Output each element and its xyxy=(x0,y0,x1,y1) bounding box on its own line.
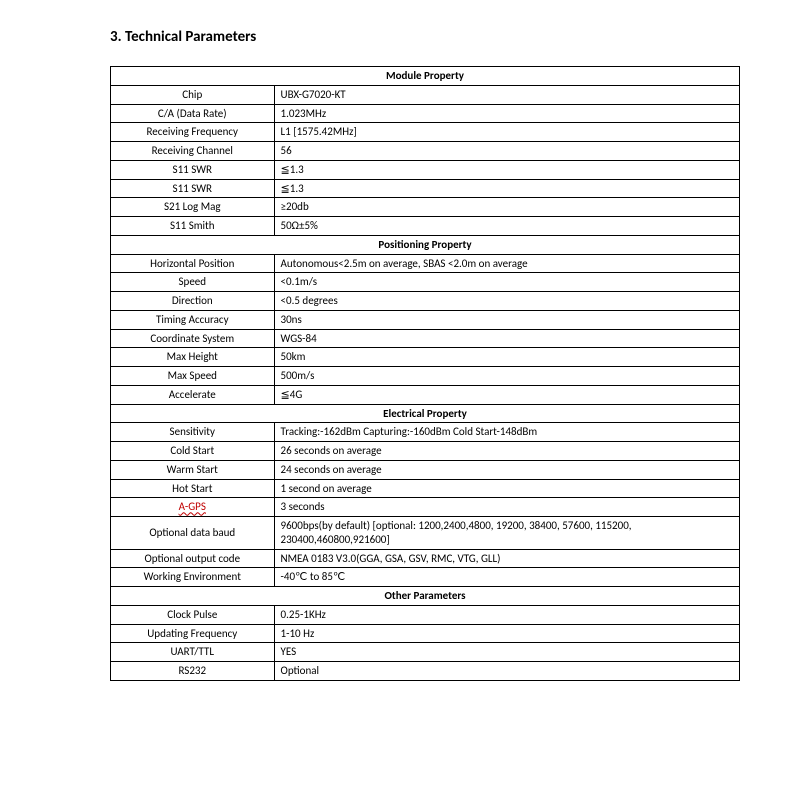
parameter-value: -40℃ to 85℃ xyxy=(274,568,739,587)
section-header: Module Property xyxy=(111,67,740,86)
parameter-label: Horizontal Position xyxy=(111,254,275,273)
parameter-label: Direction xyxy=(111,292,275,311)
parameter-label: C/A (Data Rate) xyxy=(111,104,275,123)
table-row: C/A (Data Rate)1.023MHz xyxy=(111,104,740,123)
parameter-value: 56 xyxy=(274,142,739,161)
table-row: Optional data baud9600bps(by default) [o… xyxy=(111,517,740,550)
parameter-value: <0.1m/s xyxy=(274,273,739,292)
table-row: Max Speed500m/s xyxy=(111,367,740,386)
parameter-label: Max Height xyxy=(111,348,275,367)
parameter-label: Accelerate xyxy=(111,385,275,404)
parameter-label: Chip xyxy=(111,85,275,104)
table-row: Horizontal PositionAutonomous<2.5m on av… xyxy=(111,254,740,273)
parameter-label: S11 Smith xyxy=(111,217,275,236)
parameter-label: Updating Frequency xyxy=(111,624,275,643)
parameter-label: UART/TTL xyxy=(111,643,275,662)
parameter-value: ≦4G xyxy=(274,385,739,404)
parameter-label: S21 Log Mag xyxy=(111,198,275,217)
table-row: UART/TTLYES xyxy=(111,643,740,662)
section-header: Electrical Property xyxy=(111,404,740,423)
table-row: Receiving Channel56 xyxy=(111,142,740,161)
table-row: Direction<0.5 degrees xyxy=(111,292,740,311)
parameter-value: WGS-84 xyxy=(274,329,739,348)
table-row: ChipUBX-G7020-KT xyxy=(111,85,740,104)
parameter-value: 9600bps(by default) [optional: 1200,2400… xyxy=(274,517,739,550)
parameter-value: Optional xyxy=(274,662,739,681)
parameter-value: Autonomous<2.5m on average, SBAS <2.0m o… xyxy=(274,254,739,273)
parameter-value: 26 seconds on average xyxy=(274,442,739,461)
parameter-value: 50Ω±5% xyxy=(274,217,739,236)
parameter-value: ≦1.3 xyxy=(274,160,739,179)
parameter-label: S11 SWR xyxy=(111,179,275,198)
parameter-label: Max Speed xyxy=(111,367,275,386)
parameter-value: 30ns xyxy=(274,310,739,329)
parameter-label: Optional output code xyxy=(111,549,275,568)
table-row: S11 Smith50Ω±5% xyxy=(111,217,740,236)
parameter-label: Receiving Channel xyxy=(111,142,275,161)
parameter-value: <0.5 degrees xyxy=(274,292,739,311)
parameter-value: ≥20db xyxy=(274,198,739,217)
table-row: RS232Optional xyxy=(111,662,740,681)
parameter-label: Speed xyxy=(111,273,275,292)
parameter-value: 1-10 Hz xyxy=(274,624,739,643)
parameter-value: NMEA 0183 V3.0(GGA, GSA, GSV, RMC, VTG, … xyxy=(274,549,739,568)
table-row: Timing Accuracy30ns xyxy=(111,310,740,329)
parameter-label: Receiving Frequency xyxy=(111,123,275,142)
table-row: Warm Start24 seconds on average xyxy=(111,460,740,479)
document-page: 3. Technical Parameters Module PropertyC… xyxy=(0,0,800,701)
parameter-value: L1 [1575.42MHz] xyxy=(274,123,739,142)
table-row: SensitivityTracking:-162dBm Capturing:-1… xyxy=(111,423,740,442)
parameter-value: YES xyxy=(274,643,739,662)
parameter-value: 500m/s xyxy=(274,367,739,386)
table-row: Clock Pulse0.25-1KHz xyxy=(111,605,740,624)
parameter-value: 24 seconds on average xyxy=(274,460,739,479)
parameter-label: Clock Pulse xyxy=(111,605,275,624)
table-row: A-GPS3 seconds xyxy=(111,498,740,517)
parameter-value: 1.023MHz xyxy=(274,104,739,123)
table-row: S11 SWR≦1.3 xyxy=(111,179,740,198)
table-row: Accelerate≦4G xyxy=(111,385,740,404)
parameter-value: Tracking:-162dBm Capturing:-160dBm Cold … xyxy=(274,423,739,442)
table-row: Coordinate SystemWGS-84 xyxy=(111,329,740,348)
table-row: Cold Start26 seconds on average xyxy=(111,442,740,461)
table-row: Updating Frequency1-10 Hz xyxy=(111,624,740,643)
parameter-label: Cold Start xyxy=(111,442,275,461)
parameter-value: ≦1.3 xyxy=(274,179,739,198)
table-row: Receiving FrequencyL1 [1575.42MHz] xyxy=(111,123,740,142)
parameter-label: Hot Start xyxy=(111,479,275,498)
table-row: S11 SWR≦1.3 xyxy=(111,160,740,179)
parameter-label: Sensitivity xyxy=(111,423,275,442)
parameter-value: 3 seconds xyxy=(274,498,739,517)
section-heading: 3. Technical Parameters xyxy=(110,28,740,46)
section-header: Other Parameters xyxy=(111,587,740,606)
parameter-label: Timing Accuracy xyxy=(111,310,275,329)
table-row: Working Environment-40℃ to 85℃ xyxy=(111,568,740,587)
parameter-value: 50km xyxy=(274,348,739,367)
table-row: Max Height50km xyxy=(111,348,740,367)
parameter-label: A-GPS xyxy=(111,498,275,517)
parameter-label: Optional data baud xyxy=(111,517,275,550)
table-row: S21 Log Mag≥20db xyxy=(111,198,740,217)
table-row: Hot Start1 second on average xyxy=(111,479,740,498)
parameter-label: RS232 xyxy=(111,662,275,681)
table-row: Optional output codeNMEA 0183 V3.0(GGA, … xyxy=(111,549,740,568)
table-row: Speed<0.1m/s xyxy=(111,273,740,292)
section-header: Positioning Property xyxy=(111,235,740,254)
parameter-value: 0.25-1KHz xyxy=(274,605,739,624)
parameter-value: 1 second on average xyxy=(274,479,739,498)
parameter-label: Warm Start xyxy=(111,460,275,479)
parameter-label: Coordinate System xyxy=(111,329,275,348)
technical-parameters-table: Module PropertyChipUBX-G7020-KTC/A (Data… xyxy=(110,66,740,681)
parameter-label: Working Environment xyxy=(111,568,275,587)
parameter-label: S11 SWR xyxy=(111,160,275,179)
parameter-value: UBX-G7020-KT xyxy=(274,85,739,104)
